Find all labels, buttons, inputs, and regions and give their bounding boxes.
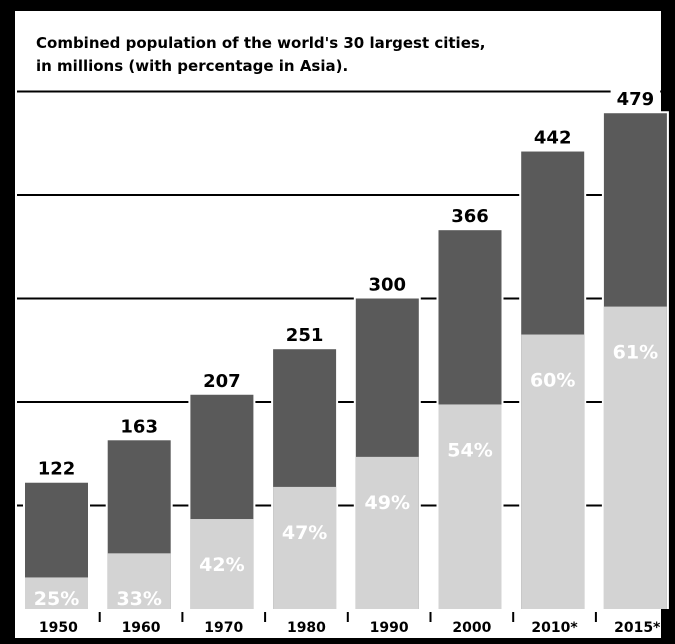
bar-total-label: 122 bbox=[38, 459, 76, 480]
bar-total-label: 251 bbox=[286, 325, 324, 346]
bar-total-label-bg bbox=[362, 272, 413, 298]
bar-total-label: 479 bbox=[617, 89, 655, 110]
bar-total-label-bg bbox=[31, 456, 82, 482]
bars bbox=[23, 111, 669, 610]
value-labels: 122 25% 163 33% 207 42% 251 47% 300 49% 366 54% 442 6… bbox=[31, 87, 661, 610]
category-label: 2010* bbox=[531, 620, 578, 636]
bar-total-label: 366 bbox=[451, 206, 489, 227]
category-label: 2000 bbox=[452, 620, 491, 636]
bar-asia-segment bbox=[25, 577, 88, 609]
bar-asia-segment bbox=[603, 306, 667, 609]
chart-title: Combined population of the world's 30 la… bbox=[36, 34, 486, 52]
bar-asia-segment bbox=[521, 334, 585, 609]
bar-total-label: 163 bbox=[120, 416, 158, 437]
category-label: 1990 bbox=[370, 620, 409, 636]
bar-asia-percent-label: 33% bbox=[116, 588, 161, 610]
bar-asia-segment bbox=[355, 456, 419, 609]
bar-total-label-bg bbox=[527, 125, 578, 151]
category-label: 2015* bbox=[614, 620, 661, 636]
bar-total-label: 442 bbox=[534, 128, 572, 149]
bar-asia-percent-label: 47% bbox=[282, 522, 327, 544]
bar-total-label-bg bbox=[279, 323, 330, 349]
category-strip bbox=[15, 612, 661, 638]
bar-asia-percent-label: 61% bbox=[613, 342, 658, 364]
bar-asia-segment bbox=[107, 553, 171, 609]
category-label: 1960 bbox=[122, 620, 161, 636]
bar-asia-percent-label: 60% bbox=[530, 370, 575, 392]
category-label: 1950 bbox=[39, 620, 78, 636]
bar-total-label: 300 bbox=[369, 275, 407, 296]
bar-asia-percent-label: 54% bbox=[447, 439, 492, 461]
category-label: 1970 bbox=[204, 620, 243, 636]
bar-total-label-bg bbox=[197, 368, 247, 394]
bar-asia-percent-label: 25% bbox=[34, 588, 79, 610]
bar-asia-segment bbox=[190, 519, 254, 609]
bar-total-label-bg bbox=[610, 87, 661, 113]
bar-asia-segment bbox=[438, 404, 502, 609]
category-label: 1980 bbox=[287, 620, 326, 636]
x-axis: 1950 1960 1970 1980 1990 2000 2010* 2015* bbox=[39, 612, 661, 636]
bar-asia-segment bbox=[273, 486, 337, 609]
bar-total-label-bg bbox=[114, 414, 164, 440]
bar-total-label-bg bbox=[445, 204, 495, 230]
bar-asia-percent-label: 49% bbox=[365, 492, 410, 514]
bar-asia-percent-label: 42% bbox=[199, 554, 244, 576]
bar-total-label: 207 bbox=[203, 371, 241, 392]
chart-subtitle: in millions (with percentage in Asia). bbox=[36, 57, 348, 75]
